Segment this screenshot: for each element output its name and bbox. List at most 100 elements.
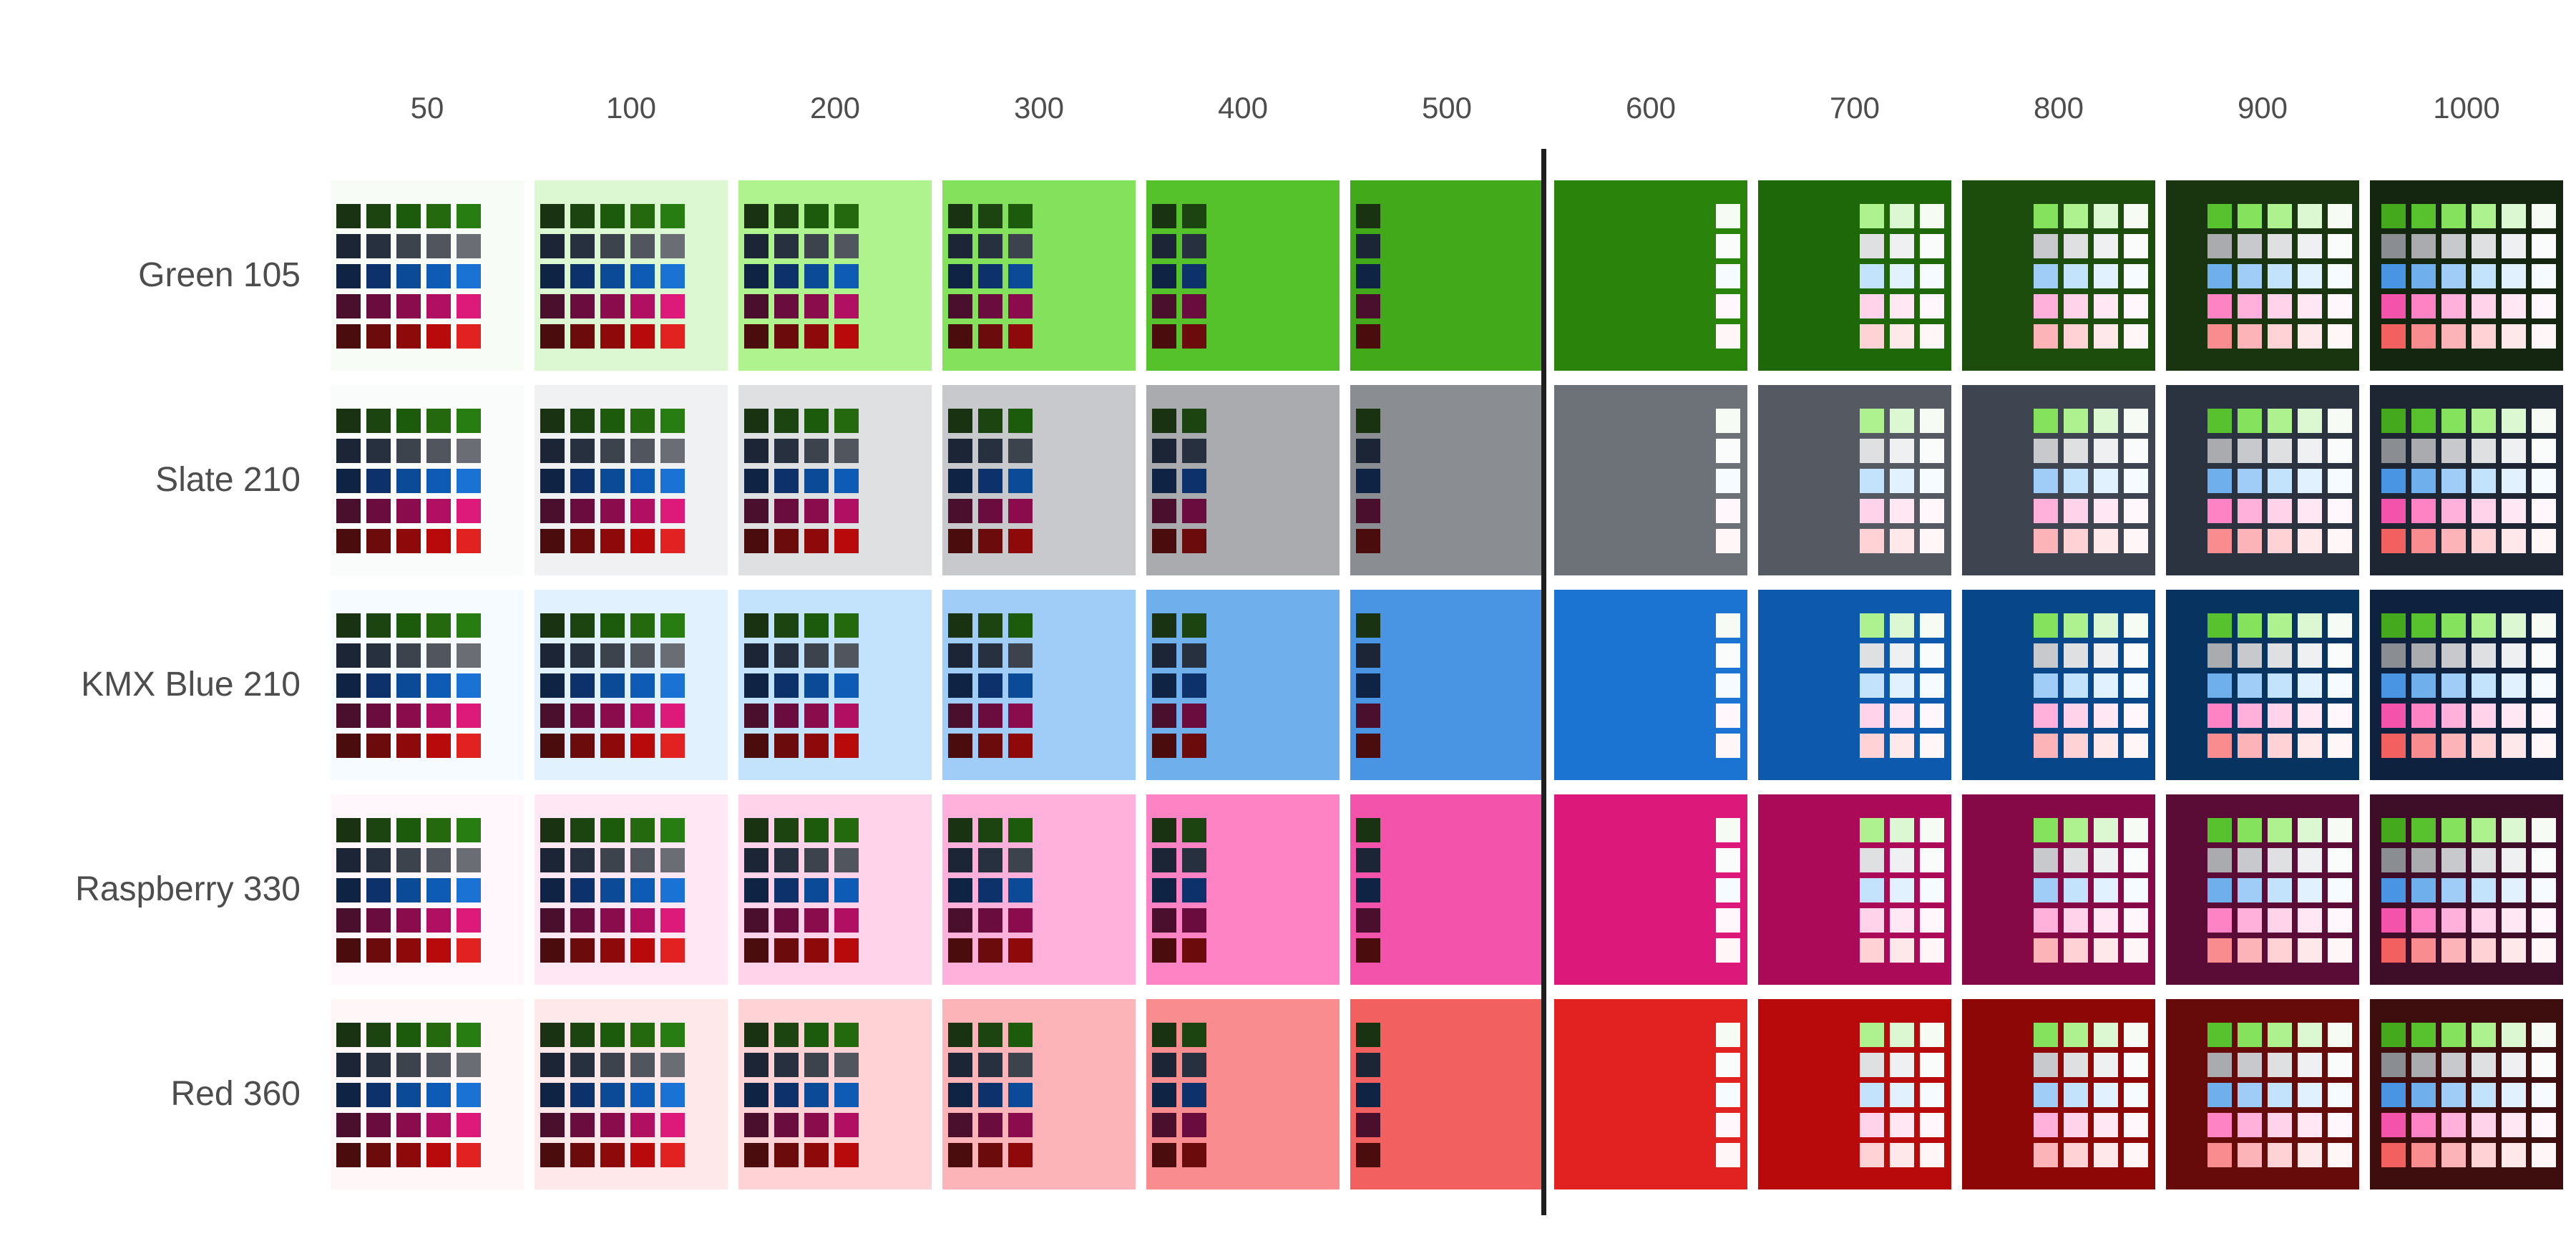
sample-swatch <box>570 1083 595 1107</box>
sample-swatch <box>1920 734 1944 758</box>
sample-swatch <box>1920 704 1944 728</box>
sample-swatch <box>660 908 685 933</box>
sample-swatch <box>1008 613 1033 638</box>
sample-swatch <box>540 409 565 433</box>
sample-swatch <box>744 1113 769 1137</box>
sample-swatch <box>2124 204 2148 228</box>
sample-swatch <box>2472 938 2496 963</box>
sample-swatch <box>2064 1113 2088 1137</box>
sample-swatch <box>2094 673 2118 698</box>
sample-swatch <box>2472 469 2496 493</box>
sample-swatch <box>804 938 829 963</box>
sample-swatch <box>2034 848 2058 872</box>
sample-swatch <box>1152 818 1176 842</box>
sample-swatch <box>744 234 769 258</box>
tile-green-105-1000 <box>2370 180 2563 371</box>
sample-swatch <box>804 324 829 349</box>
sample-swatch <box>1716 613 1740 638</box>
sample-swatch <box>1008 439 1033 463</box>
sample-swatch <box>2472 704 2496 728</box>
sample-swatch <box>1152 938 1176 963</box>
sample-swatch <box>457 613 481 638</box>
sample-swatch <box>2441 848 2466 872</box>
sample-swatch <box>2298 1053 2322 1077</box>
sample-swatch <box>457 704 481 728</box>
sample-swatch <box>2124 673 2148 698</box>
sample-swatch <box>804 818 829 842</box>
sample-swatch <box>2207 704 2232 728</box>
sample-swatch <box>1716 643 1740 668</box>
sample-swatch <box>978 643 1002 668</box>
sample-swatch <box>1920 529 1944 553</box>
sample-swatch <box>1356 704 1380 728</box>
sample-swatch <box>2381 1053 2406 1077</box>
sample-swatch <box>2268 673 2292 698</box>
sample-swatch <box>426 613 451 638</box>
sample-swatch <box>2094 409 2118 433</box>
sample-swatch <box>2502 294 2526 318</box>
sample-swatch <box>457 818 481 842</box>
sample-swatch <box>1152 204 1176 228</box>
sample-swatch <box>2328 938 2352 963</box>
sample-swatch <box>1860 673 1884 698</box>
sample-swatch <box>2298 1113 2322 1137</box>
sample-swatch <box>1920 204 1944 228</box>
sample-swatch <box>2064 1023 2088 1047</box>
sample-swatch <box>744 878 769 902</box>
sample-swatch <box>2502 264 2526 288</box>
sample-swatch <box>540 529 565 553</box>
sample-swatch <box>396 204 421 228</box>
sample-swatch <box>2441 734 2466 758</box>
sample-swatch <box>2411 848 2436 872</box>
sample-swatch <box>1716 734 1740 758</box>
sample-swatch <box>1920 613 1944 638</box>
sample-swatch <box>834 1083 859 1107</box>
sample-swatch <box>600 1113 625 1137</box>
tile-red-360-900 <box>2166 999 2359 1189</box>
sample-swatch <box>2238 529 2262 553</box>
sample-swatch <box>396 908 421 933</box>
tile-kmx-blue-210-300 <box>942 590 1136 780</box>
sample-swatch <box>660 613 685 638</box>
sample-swatch <box>1356 324 1380 349</box>
sample-swatch <box>2124 1083 2148 1107</box>
sample-swatch <box>2268 878 2292 902</box>
sample-swatch <box>1890 294 1914 318</box>
sample-swatch <box>2472 324 2496 349</box>
sample-swatch <box>366 1143 391 1167</box>
sample-swatch <box>2238 818 2262 842</box>
sample-swatch <box>630 409 655 433</box>
sample-swatch <box>2094 818 2118 842</box>
sample-swatch <box>2124 294 2148 318</box>
sample-swatch <box>948 1113 972 1137</box>
sample-swatch <box>1890 704 1914 728</box>
sample-swatch <box>2298 1083 2322 1107</box>
sample-swatch <box>2328 1023 2352 1047</box>
tile-green-105-700 <box>1758 180 1951 371</box>
sample-swatch <box>2094 1083 2118 1107</box>
sample-swatch <box>2381 643 2406 668</box>
sample-swatch <box>1716 499 1740 523</box>
sample-swatch <box>540 878 565 902</box>
sample-swatch <box>2034 1143 2058 1167</box>
sample-swatch <box>540 439 565 463</box>
tile-kmx-blue-210-600 <box>1554 590 1747 780</box>
sample-swatch <box>366 499 391 523</box>
sample-swatch <box>1152 324 1176 349</box>
sample-swatch <box>1890 878 1914 902</box>
sample-swatch <box>2381 1083 2406 1107</box>
sample-swatch <box>660 878 685 902</box>
sample-swatch <box>2472 204 2496 228</box>
sample-swatch <box>396 294 421 318</box>
sample-swatch <box>1716 1023 1740 1047</box>
sample-swatch <box>336 938 361 963</box>
sample-swatch <box>834 938 859 963</box>
sample-swatch <box>336 1113 361 1137</box>
sample-swatch <box>2238 1113 2262 1137</box>
sample-swatch <box>570 409 595 433</box>
sample-swatch <box>834 848 859 872</box>
sample-swatch <box>1152 264 1176 288</box>
sample-swatch <box>2532 734 2556 758</box>
sample-swatch <box>2472 294 2496 318</box>
sample-swatch <box>2381 324 2406 349</box>
